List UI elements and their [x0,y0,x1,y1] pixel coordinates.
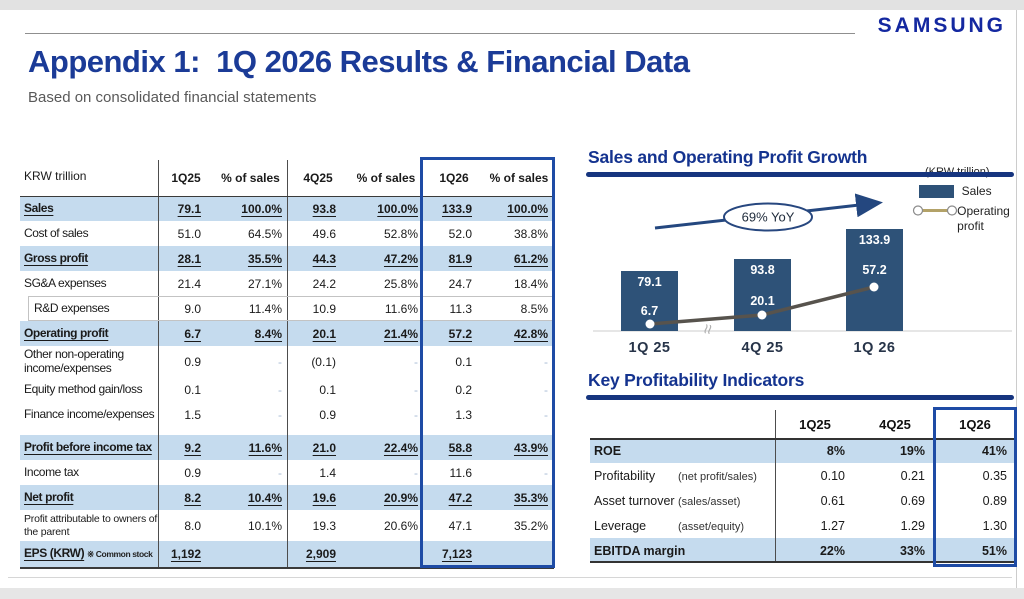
yoy-ellipse [723,202,813,232]
table-row-other-nonoperating: Other non-operating income/expenses 0.9 … [24,346,548,375]
table-divider-1 [158,160,159,567]
col-header-pct1: % of sales [221,171,280,185]
table-row-sales: Sales 79.1 100.0% 93.8 100.0% 133.9 100.… [20,196,553,221]
table-header-rule [20,196,554,197]
indicator-row-roe: ROE 8% 19% 41% [590,438,1015,463]
x-axis-label-1q26: 1Q 26 [854,340,896,356]
col-header-1q26: 1Q26 [439,171,469,185]
sales-swatch-icon [919,185,954,198]
header-rule [25,33,855,34]
legend-sales-label: Sales [961,184,992,198]
eps-label: EPS (KRW) [24,546,85,561]
indicators-header: 1Q25 4Q25 1Q26 [590,410,1015,438]
indicators-title-underline [586,395,1014,400]
chart-title: Sales and Operating Profit Growth [588,147,868,167]
table-row-equity-method: Equity method gain/loss 0.1 - 0.1 - 0.2 … [24,381,548,397]
samsung-logo: SAMSUNG [877,14,1006,37]
axis-break-icon: ≈ [697,323,718,336]
legend-operating-profit: Operating profit [912,204,1018,234]
indicator-row-leverage: Leverage (asset/equity) 1.27 1.29 1.30 [594,518,1007,533]
sales-value-4q25: 93.8 [750,263,774,277]
footer-rule [8,577,1012,578]
op-dot-1q26 [869,282,879,292]
bottom-gray-band [0,588,1024,599]
x-axis-label-4q25: 4Q 25 [742,340,784,356]
top-gray-band [0,0,1024,10]
sales-value-1q25: 79.1 [637,275,661,289]
table-row-rnd-expenses: R&D expenses 9.0 11.4% 10.9 11.6% 11.3 8… [34,300,548,316]
chart-legend: Sales Operating profit [912,184,1018,239]
q126-highlight-box [420,157,555,568]
table-row-profit-before-tax: Profit before income tax 9.2 11.6% 21.0 … [20,435,553,460]
chart-title-underline [586,172,1014,177]
col-header-pct2: % of sales [356,171,416,185]
op-value-1q25: 6.7 [641,304,658,318]
q126-highlight-box-indicators [933,407,1017,567]
table-row-operating-profit: Operating profit 6.7 8.4% 20.1 21.4% 57.… [20,321,553,346]
indicators-title: Key Profitability Indicators [588,370,805,390]
ind-col-4q25: 4Q25 [879,416,911,432]
indicator-row-profitability: Profitability (net profit/sales) 0.10 0.2… [594,468,1007,483]
unit-label: KRW trillion [24,168,87,183]
financial-table-header: KRW trillion 1Q25 % of sales 4Q25 % of s… [20,160,553,196]
col-header-1q25: 1Q25 [171,171,201,185]
indicator-row-asset-turnover: Asset turnover (sales/asset) 0.61 0.69 0.… [594,493,1007,508]
table-bottom-rule [20,567,554,569]
eps-note: ※ Common stock [87,549,153,560]
op-line-icon [912,205,958,216]
x-axis-label-1q25: 1Q 25 [629,340,671,356]
page-subtitle: Based on consolidated financial statemen… [28,89,317,106]
op-value-4q25: 20.1 [750,294,774,308]
sales-growth-chart: ≈ 79.1 6.7 93.8 20.1 133.9 57.2 69% YoY … [593,193,1012,356]
financial-table: KRW trillion 1Q25 % of sales 4Q25 % of s… [20,160,553,567]
op-dot-4q25 [757,310,767,320]
indicators-table: 1Q25 4Q25 1Q26 ROE 8% 19% 41% Profitabil… [590,410,1015,563]
table-divider-2 [287,160,288,567]
yoy-annotation: 69% YoY [742,210,795,225]
ind-col-1q26: 1Q26 [959,416,991,432]
op-dot-1q25 [645,319,655,329]
table-row-cost-of-sales: Cost of sales 51.0 64.5% 49.6 52.8% 52.0… [24,225,548,241]
indicator-row-ebitda: EBITDA margin 22% 33% 51% [590,538,1015,563]
ind-col-1q25: 1Q25 [799,416,831,432]
rnd-expenses-box [28,296,554,321]
table-row-profit-attributable: Profit attributable to owners of the par… [24,513,548,538]
table-row-income-tax: Income tax 0.9 - 1.4 - 11.6 - [24,464,548,480]
table-row-sga-expenses: SG&A expenses 21.4 27.1% 24.2 25.8% 24.7… [24,275,548,291]
sales-value-1q26: 133.9 [859,233,890,247]
page-title: Appendix 1: 1Q 2026 Results & Financial … [28,44,690,79]
table-row-finance: Finance income/expenses 1.5 - 0.9 - 1.3 … [24,406,548,422]
legend-sales: Sales [912,184,1018,199]
table-row-gross-profit: Gross profit 28.1 35.5% 44.3 47.2% 81.9 … [20,246,553,271]
table-row-net-profit: Net profit 8.2 10.4% 19.6 20.9% 47.2 35.… [20,485,553,510]
indicators-divider [775,410,776,563]
legend-op-label: Operating profit [957,204,1010,233]
col-header-pct3: % of sales [489,171,549,185]
table-row-eps: EPS (KRW) ※ Common stock 1,192 2,909 7,1… [20,541,553,567]
col-header-4q25: 4Q25 [303,171,333,185]
slide-right-edge [1016,10,1017,588]
indicators-bottom-rule [590,561,1015,563]
op-value-1q26: 57.2 [862,263,886,277]
indicators-header-rule [590,438,1015,440]
bar-1q26 [846,229,903,331]
